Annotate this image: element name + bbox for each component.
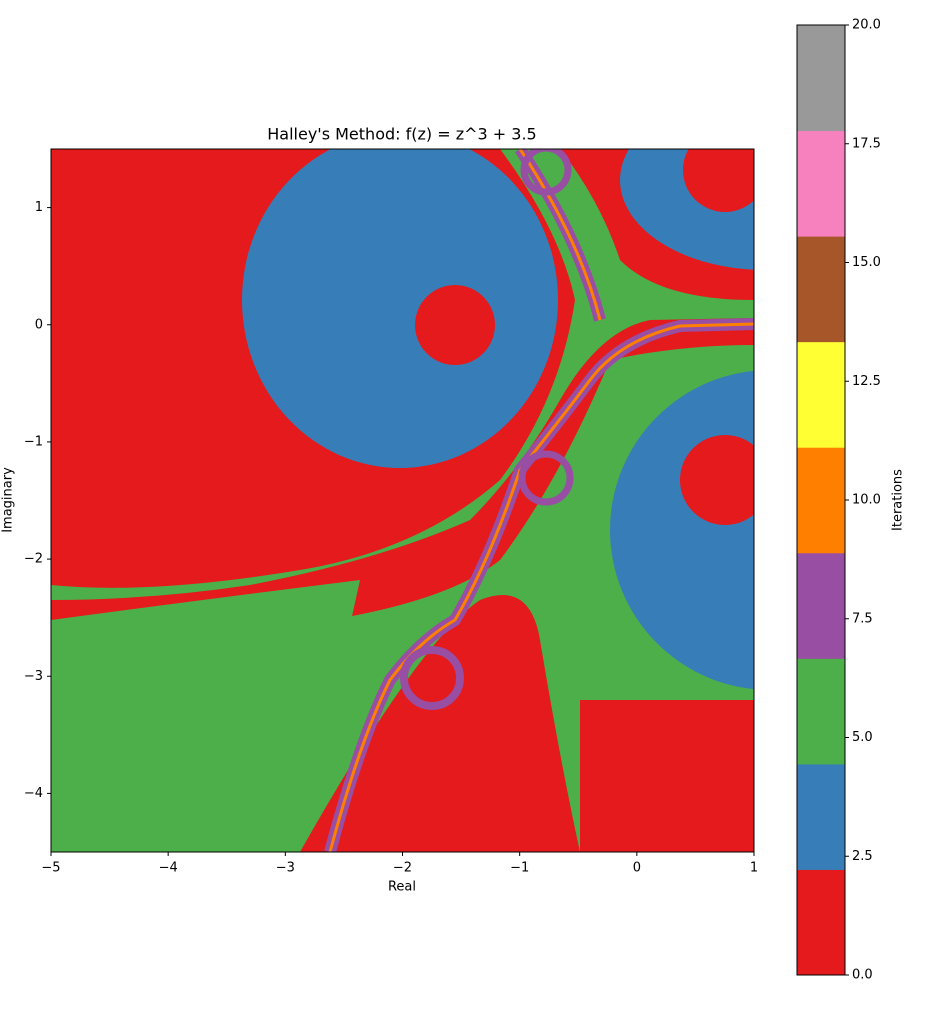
x-tick-label: −4 — [159, 861, 178, 876]
colorbar-tick-label: 12.5 — [852, 374, 881, 389]
region — [580, 700, 754, 852]
bulb — [518, 450, 574, 506]
region — [610, 370, 754, 690]
x-tick-label: 0 — [633, 861, 641, 876]
bulb — [400, 646, 464, 710]
x-axis-label: Real — [388, 880, 416, 895]
region — [680, 435, 754, 525]
colorbar-segment — [797, 130, 845, 237]
colorbar-segment — [797, 341, 845, 448]
bulb — [520, 149, 572, 196]
y-tick-label: −4 — [24, 786, 43, 801]
y-tick-label: −3 — [24, 669, 43, 684]
region — [683, 149, 754, 212]
colorbar-tick-label: 0.0 — [852, 968, 873, 983]
x-tick-label: −3 — [276, 861, 295, 876]
colorbar-segment — [797, 552, 845, 659]
fractal-image — [51, 149, 754, 852]
colorbar-tick-label: 2.5 — [852, 849, 873, 864]
colorbar-tick-label: 15.0 — [852, 255, 881, 270]
colorbar-tick-label: 20.0 — [852, 18, 881, 33]
colorbar-segment — [797, 869, 845, 976]
y-tick-label: 0 — [35, 317, 43, 332]
colorbar-segment — [797, 763, 845, 870]
x-tick-label: −1 — [510, 861, 529, 876]
colorbar-segment — [797, 447, 845, 554]
colorbar-segment — [797, 25, 845, 132]
colorbar-tick-label: 7.5 — [852, 611, 873, 626]
region — [620, 149, 754, 270]
y-tick-label: −1 — [24, 434, 43, 449]
colorbar-segment — [797, 658, 845, 765]
y-tick-label: −2 — [24, 552, 43, 567]
chart-title: Halley's Method: f(z) = z^3 + 3.5 — [267, 125, 536, 144]
colorbar-tick-label: 5.0 — [852, 730, 873, 745]
y-tick-label: 1 — [35, 200, 43, 215]
x-tick-label: −2 — [393, 861, 412, 876]
colorbar-tick-label: 17.5 — [852, 136, 881, 151]
x-tick-label: 1 — [750, 861, 758, 876]
region — [415, 285, 495, 365]
colorbar-tick-label: 10.0 — [852, 493, 881, 508]
filament — [328, 149, 754, 852]
y-axis-label: Imaginary — [1, 467, 16, 533]
colorbar-label: Iterations — [891, 469, 906, 531]
region — [51, 580, 360, 852]
region — [242, 149, 558, 468]
colorbar-segment — [797, 236, 845, 343]
x-tick-label: −5 — [41, 861, 60, 876]
